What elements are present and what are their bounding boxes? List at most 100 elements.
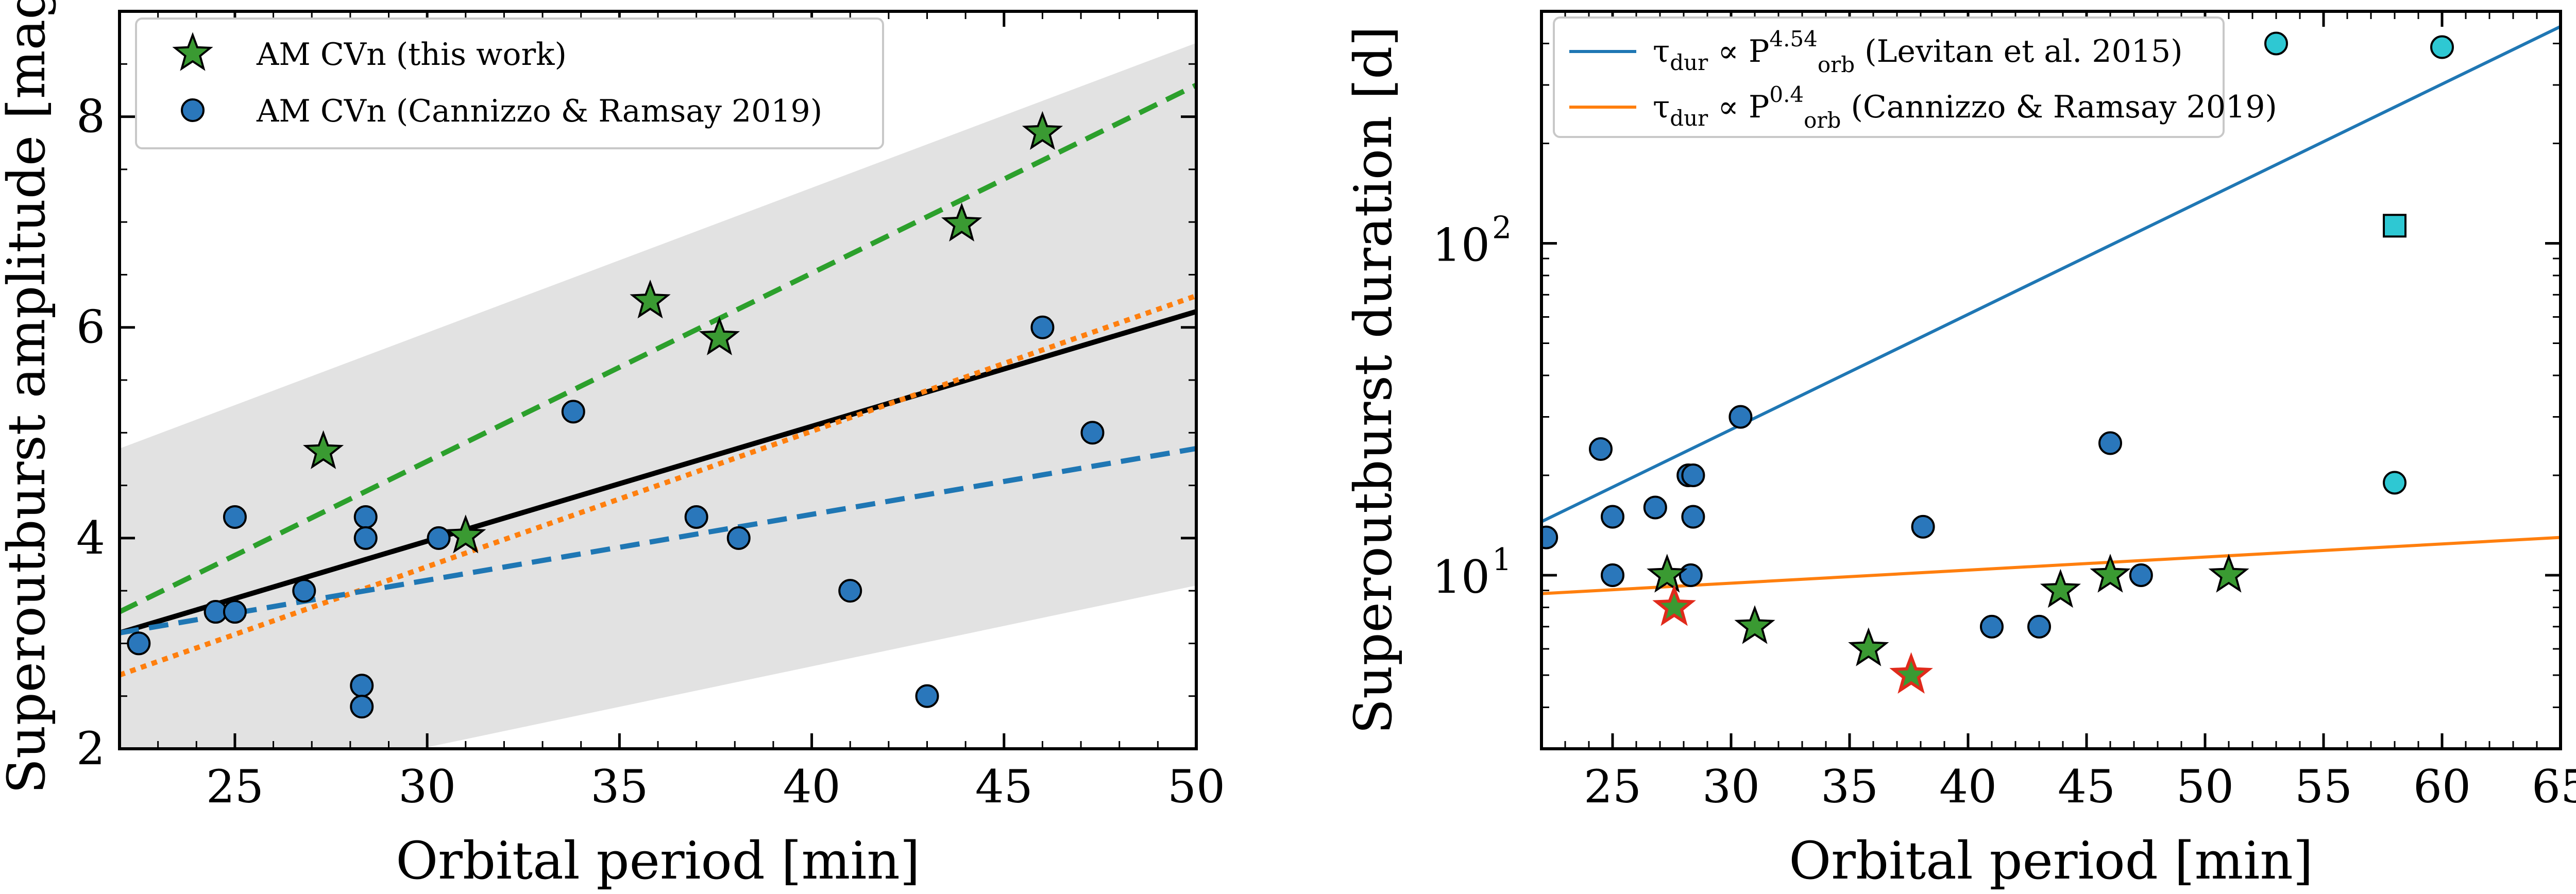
circle-marker bbox=[353, 505, 378, 529]
legend: AM CVn (this work) AM CVn (Cannizzo & Ram… bbox=[135, 18, 884, 149]
x-tick-label: 30 bbox=[1702, 760, 1760, 813]
legend-label: τdur ∝ P0.4orb (Cannizzo & Ramsay 2019) bbox=[1653, 82, 2277, 133]
circle-marker bbox=[127, 631, 151, 656]
circle-marker bbox=[1681, 463, 1705, 487]
circle-marker bbox=[2383, 471, 2406, 495]
fit-line-dashed-1 bbox=[120, 82, 1196, 614]
y-axis-title: Superoutburst amplitude [mag] bbox=[0, 0, 57, 794]
legend-sub-orb: orb bbox=[1818, 52, 1855, 77]
plot-area bbox=[1541, 25, 2561, 694]
circle-marker bbox=[223, 600, 247, 624]
legend-sub-orb: orb bbox=[1804, 108, 1841, 133]
x-tick-label: 40 bbox=[1939, 760, 1997, 813]
y-tick-base: 10 bbox=[1432, 551, 1490, 604]
circle-marker bbox=[1601, 563, 1624, 588]
y-axis-title: Superoutburst duration [d] bbox=[1343, 26, 1403, 734]
star-marker bbox=[2090, 554, 2131, 593]
x-tick-label: 35 bbox=[590, 760, 648, 813]
x-tick-label: 50 bbox=[2176, 760, 2234, 813]
circle-marker bbox=[838, 579, 862, 603]
star-marker bbox=[302, 430, 344, 469]
star-marker bbox=[2040, 569, 2081, 608]
fit-line-dotted-2 bbox=[120, 293, 1196, 678]
y-tick-label: 10 2 bbox=[1432, 210, 1512, 271]
fit-line-0 bbox=[1541, 25, 2561, 523]
legend-tau: τ bbox=[1653, 89, 1670, 125]
circle-marker bbox=[1911, 514, 1935, 539]
x-tick-label: 45 bbox=[975, 760, 1033, 813]
y-tick-label: 10 1 bbox=[1432, 542, 1512, 604]
circle-marker bbox=[1589, 437, 1613, 461]
legend-ref: (Cannizzo & Ramsay 2019) bbox=[1841, 89, 2277, 125]
circle-marker bbox=[1030, 315, 1055, 339]
legend-sub-dur: dur bbox=[1670, 50, 1708, 75]
circle-marker bbox=[915, 684, 939, 708]
star-marker bbox=[1022, 111, 1063, 150]
legend-sup-exp: 4.54 bbox=[1769, 26, 1818, 51]
y-tick-label: 6 bbox=[76, 301, 105, 354]
star-marker bbox=[630, 279, 671, 319]
star-marker bbox=[699, 316, 740, 355]
circle-marker bbox=[2098, 431, 2122, 455]
circle-marker bbox=[1541, 525, 1558, 549]
star-marker bbox=[1889, 652, 1933, 694]
star-marker bbox=[2208, 554, 2249, 593]
circle-marker bbox=[1728, 405, 1753, 429]
y-tick-exponent: 2 bbox=[1492, 210, 1512, 246]
legend-label: AM CVn (Cannizzo & Ramsay 2019) bbox=[256, 93, 822, 129]
circle-marker bbox=[561, 400, 585, 424]
square-marker bbox=[2383, 214, 2406, 238]
legend-circle-icon bbox=[181, 98, 205, 122]
star-marker bbox=[1652, 584, 1696, 626]
circle-marker bbox=[2430, 35, 2454, 59]
circle-marker bbox=[2264, 31, 2288, 56]
legend-p: P bbox=[1749, 33, 1769, 70]
circle-marker bbox=[1681, 505, 1705, 529]
legend-star-icon bbox=[172, 32, 213, 71]
x-tick-label: 50 bbox=[1167, 760, 1225, 813]
x-tick-label: 65 bbox=[2532, 760, 2576, 813]
fit-line-1 bbox=[1541, 536, 2561, 595]
y-tick-label: 8 bbox=[76, 90, 105, 143]
axes-frame bbox=[1540, 10, 2562, 750]
y-tick-label: 2 bbox=[76, 722, 105, 775]
circle-marker bbox=[2027, 614, 2051, 639]
legend-sup-exp: 0.4 bbox=[1769, 82, 1804, 107]
circle-marker bbox=[350, 695, 374, 719]
x-tick-label: 35 bbox=[1821, 760, 1878, 813]
confidence-band bbox=[120, 43, 1196, 749]
circle-marker bbox=[1601, 505, 1624, 529]
x-tick-label: 40 bbox=[783, 760, 841, 813]
legend-label: τdur ∝ P4.54orb (Levitan et al. 2015) bbox=[1653, 26, 2183, 77]
x-tick-label: 30 bbox=[398, 760, 456, 813]
legend: τdur ∝ P4.54orb (Levitan et al. 2015)τdu… bbox=[1553, 16, 2277, 138]
circle-marker bbox=[1643, 495, 1667, 520]
circle-marker bbox=[427, 526, 451, 550]
circle-marker bbox=[350, 674, 374, 698]
circle-marker bbox=[1080, 421, 1105, 445]
fit-line-solid-0 bbox=[120, 309, 1196, 635]
x-tick-label: 25 bbox=[1584, 760, 1641, 813]
x-tick-label: 45 bbox=[2058, 760, 2115, 813]
circle-marker bbox=[1980, 614, 2004, 639]
x-axis-title: Orbital period [min] bbox=[1789, 831, 2313, 891]
circle-marker bbox=[353, 526, 378, 550]
x-tick-label: 25 bbox=[206, 760, 264, 813]
legend-box bbox=[135, 18, 884, 149]
fit-line-dashed-3 bbox=[120, 446, 1196, 635]
circle-marker bbox=[726, 526, 751, 550]
star-marker bbox=[1734, 605, 1775, 644]
circle-marker bbox=[2129, 563, 2153, 588]
plot-area bbox=[120, 43, 1196, 749]
circle-marker bbox=[223, 505, 247, 529]
star-marker bbox=[1848, 627, 1889, 666]
legend-ref: (Levitan et al. 2015) bbox=[1855, 33, 2182, 70]
legend-tau: τ bbox=[1653, 33, 1670, 70]
circle-marker bbox=[1679, 563, 1703, 588]
star-marker bbox=[1647, 554, 1688, 593]
circle-marker bbox=[684, 505, 708, 529]
y-tick-exponent: 1 bbox=[1492, 542, 1512, 578]
legend-p: P bbox=[1749, 89, 1769, 125]
